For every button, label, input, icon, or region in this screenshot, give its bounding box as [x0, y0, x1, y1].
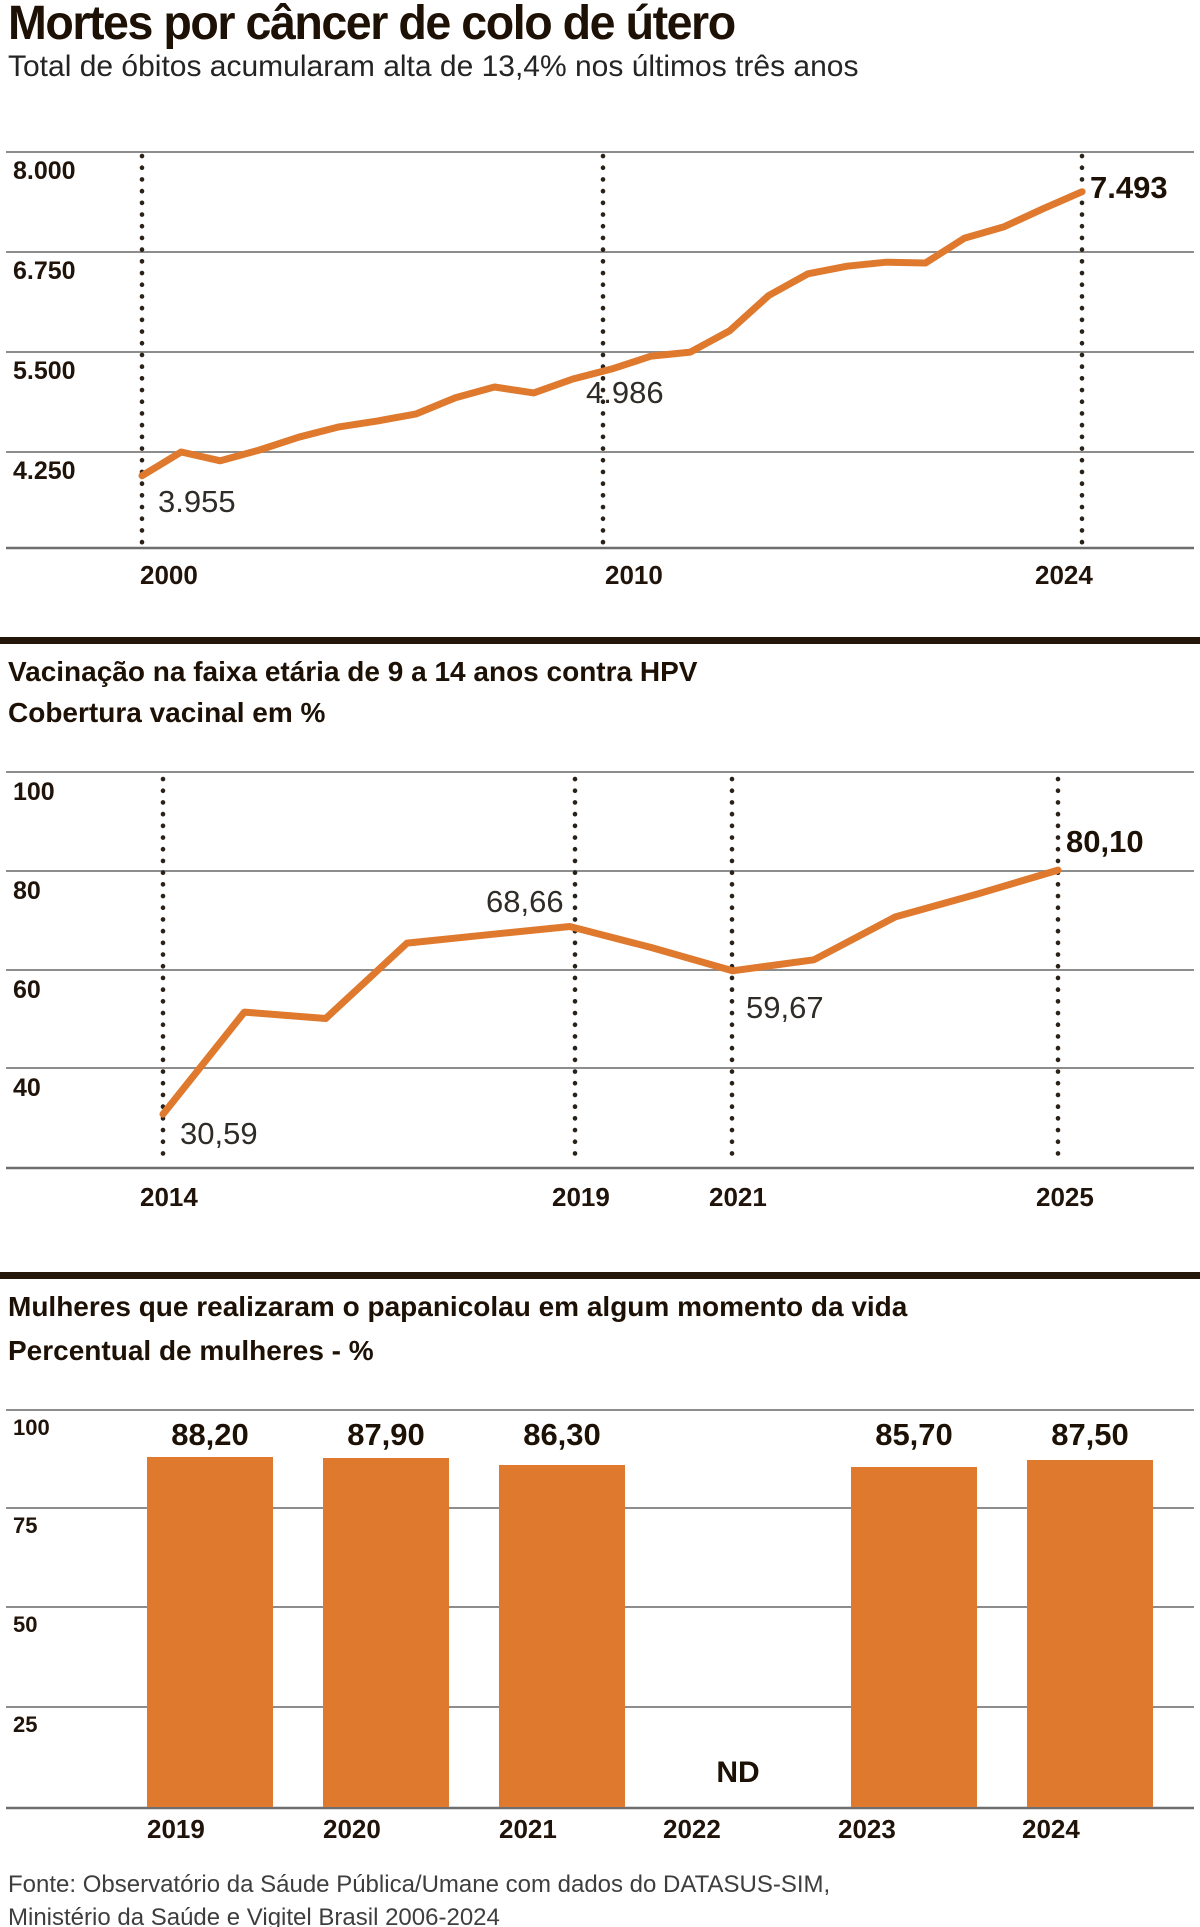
y-tick-label: 100 — [13, 1415, 50, 1440]
y-tick-label: 8.000 — [13, 157, 76, 185]
section-divider — [0, 1272, 1200, 1279]
line-chart-canvas — [6, 771, 1194, 1170]
x-tick-label: 2021 — [499, 1814, 557, 1844]
source-text-line1: Fonte: Observatório da Sáude Pública/Uma… — [8, 1871, 831, 1898]
x-tick-label: 2022 — [663, 1814, 721, 1844]
page-title: Mortes por câncer de colo de útero — [8, 0, 736, 50]
bar — [147, 1456, 273, 1807]
y-tick-label: 4.250 — [13, 457, 76, 485]
x-tick-label: 2014 — [140, 1182, 198, 1212]
bar — [851, 1466, 977, 1807]
data-point-label: 7.493 — [1090, 170, 1168, 205]
section2-title: Vacinação na faixa etária de 9 a 14 anos… — [8, 656, 698, 687]
y-tick-label: 6.750 — [13, 257, 76, 285]
line-chart-canvas — [6, 151, 1194, 550]
x-tick-label: 2010 — [605, 560, 663, 590]
x-tick-label: 2024 — [1035, 560, 1093, 590]
y-tick-label: 60 — [13, 976, 41, 1004]
bar — [1027, 1459, 1153, 1807]
data-point-label: 80,10 — [1066, 824, 1144, 859]
section3-title: Mulheres que realizaram o papanicolau em… — [8, 1291, 908, 1322]
y-tick-label: 25 — [13, 1712, 38, 1737]
x-tick-label: 2024 — [1022, 1814, 1080, 1844]
x-tick-label: 2000 — [140, 560, 198, 590]
page-subtitle: Total de óbitos acumularam alta de 13,4%… — [8, 50, 859, 83]
bar-value-label: 88,20 — [171, 1417, 249, 1452]
no-data-label: ND — [716, 1756, 760, 1789]
bar-value-label: 87,50 — [1051, 1417, 1129, 1452]
y-tick-label: 50 — [13, 1612, 38, 1637]
data-point-label: 4.986 — [586, 375, 664, 410]
data-point-label: 68,66 — [486, 884, 564, 919]
x-tick-label: 2019 — [552, 1182, 610, 1212]
section2-subtitle: Cobertura vacinal em % — [8, 697, 326, 728]
data-point-label: 3.955 — [158, 484, 236, 519]
bar-value-label: 87,90 — [347, 1417, 425, 1452]
y-tick-label: 40 — [13, 1074, 41, 1102]
bar-value-label: 86,30 — [523, 1417, 601, 1452]
trend-line — [138, 188, 1086, 480]
bar — [499, 1464, 625, 1807]
y-tick-label: 100 — [13, 778, 55, 806]
data-point-label: 30,59 — [180, 1116, 258, 1151]
bar-value-label: 85,70 — [875, 1417, 953, 1452]
bar — [323, 1458, 449, 1807]
x-tick-label: 2021 — [709, 1182, 767, 1212]
x-tick-label: 2020 — [323, 1814, 381, 1844]
x-tick-label: 2023 — [838, 1814, 896, 1844]
y-tick-label: 5.500 — [13, 357, 76, 385]
y-tick-label: 75 — [13, 1513, 38, 1538]
section-divider — [0, 637, 1200, 644]
section3-subtitle: Percentual de mulheres - % — [8, 1335, 374, 1366]
x-tick-label: 2025 — [1036, 1182, 1094, 1212]
y-tick-label: 80 — [13, 877, 41, 905]
data-point-label: 59,67 — [746, 990, 824, 1025]
source-text-line2: Ministério da Saúde e Vigitel Brasil 200… — [8, 1904, 500, 1927]
trend-line — [159, 866, 1062, 1118]
x-tick-label: 2019 — [147, 1814, 205, 1844]
